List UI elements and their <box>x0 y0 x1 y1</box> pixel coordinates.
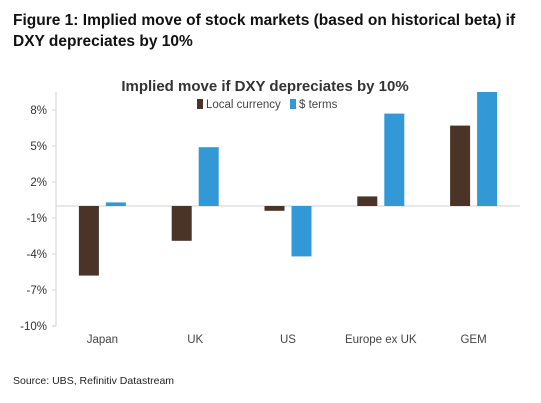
bar-chart: Implied move if DXY depreciates by 10% L… <box>20 78 520 346</box>
y-tick-label: -4% <box>27 249 47 261</box>
bar-local-currency-gem <box>450 125 471 206</box>
x-category-label: US <box>280 334 296 346</box>
x-category-label: Japan <box>87 334 118 346</box>
bar-usd-terms-uk <box>198 147 219 206</box>
bar-local-currency-japan <box>78 206 99 276</box>
bar-local-currency-us <box>264 206 285 211</box>
chart-legend: Local currency $ terms <box>197 99 338 111</box>
legend-swatch <box>197 99 203 109</box>
y-tick-label: 8% <box>30 105 47 117</box>
x-category-label: UK <box>187 334 203 346</box>
bar-local-currency-uk <box>171 206 192 241</box>
x-axis-categories: Japan UK US Europe ex UK GEM <box>87 334 487 346</box>
bar-local-currency-europe-ex-uk <box>357 196 378 206</box>
x-category-label: Europe ex UK <box>345 334 417 346</box>
bar-usd-terms-europe-ex-uk <box>384 113 405 206</box>
y-tick-label: -10% <box>20 321 47 333</box>
y-tick-label: -7% <box>27 285 47 297</box>
y-tick-label: -1% <box>27 213 47 225</box>
legend-label: $ terms <box>299 99 338 111</box>
bar-usd-terms-gem <box>477 92 498 206</box>
chart-title: Implied move if DXY depreciates by 10% <box>121 78 408 95</box>
bar-usd-terms-us <box>291 206 312 257</box>
legend-swatch <box>290 99 296 109</box>
source-note: Source: UBS, Refinitiv Datastream <box>13 375 175 387</box>
figure-title: Figure 1: Implied move of stock markets … <box>13 12 516 50</box>
y-axis-ticks: 8% 5% 2% -1% -4% -7% -10% <box>20 105 56 333</box>
y-tick-label: 2% <box>30 177 47 189</box>
x-category-label: GEM <box>460 334 486 346</box>
chart-panel: Implied move if DXY depreciates by 10% L… <box>0 64 541 369</box>
legend-label: Local currency <box>206 99 281 111</box>
y-tick-label: 5% <box>30 141 47 153</box>
bar-usd-terms-japan <box>105 202 126 206</box>
bars <box>78 92 498 276</box>
